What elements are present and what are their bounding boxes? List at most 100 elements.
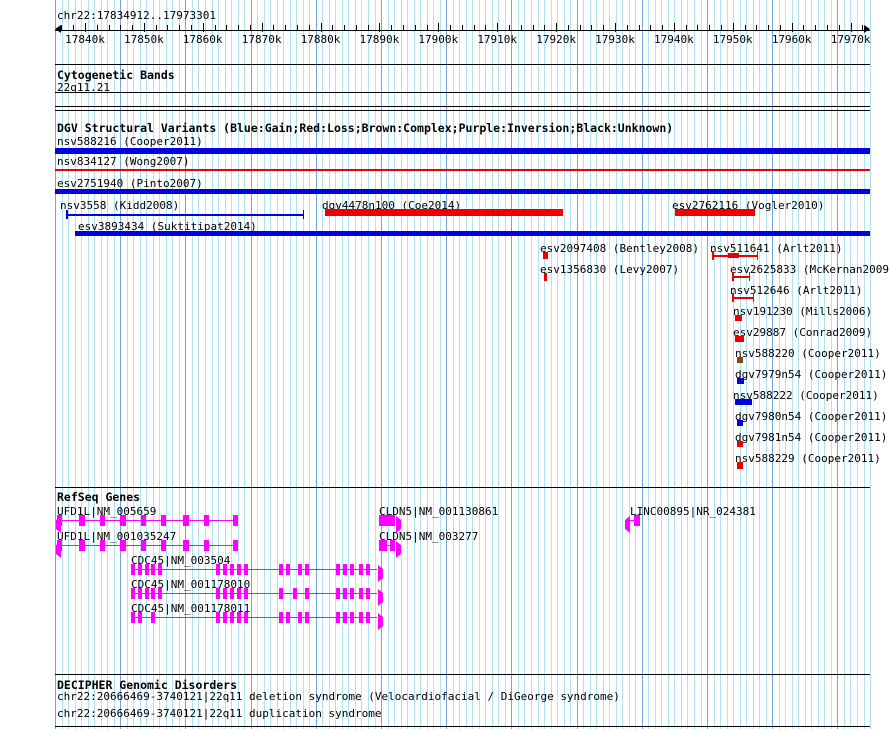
dgv-variant-label[interactable]: dgv7980n54 (Cooper2011) <box>735 410 888 423</box>
refseq-gene-model[interactable] <box>379 514 401 533</box>
dgv-span-cap-right <box>752 293 754 302</box>
dgv-variant-bar[interactable] <box>737 357 743 363</box>
dgv-variant-label[interactable]: nsv191230 (Mills2006) <box>733 305 873 318</box>
dgv-span-cap-right <box>756 251 758 260</box>
refseq-gene-label[interactable]: CDC45|NM_003504 <box>131 554 231 567</box>
ruler-minor-tick <box>579 25 581 31</box>
divider-top-cytogenetic <box>55 64 870 65</box>
cytogenetic-band-label[interactable]: 22q11.21 <box>57 81 110 94</box>
ruler-minor-tick <box>473 25 475 31</box>
ruler-minor-tick <box>179 25 181 31</box>
gene-exon <box>343 588 347 599</box>
dgv-variant-bar[interactable] <box>55 148 870 154</box>
dgv-variant-bar[interactable] <box>735 315 742 321</box>
dgv-variant-label[interactable]: dgv7979n54 (Cooper2011) <box>735 368 888 381</box>
refseq-gene-label[interactable]: CLDN5|NM_001130861 <box>379 505 499 518</box>
decipher-entry-label[interactable]: chr22:20666469-3740121|22q11 deletion sy… <box>57 690 620 703</box>
gene-intron-line <box>57 545 238 546</box>
ruler-tick-label: 17960k <box>771 33 812 46</box>
refseq-gene-model[interactable] <box>131 563 383 582</box>
gene-intron-line <box>131 593 377 594</box>
gene-exon <box>305 564 309 575</box>
dgv-variant-label[interactable]: esv2097408 (Bentley2008) <box>540 242 699 255</box>
gene-strand-left-arrow-icon <box>51 516 61 533</box>
dgv-variant-bar[interactable] <box>737 378 744 384</box>
ruler-major-tick <box>261 23 263 32</box>
refseq-gene-label[interactable]: CLDN5|NM_003277 <box>379 530 479 543</box>
refseq-gene-label[interactable]: UFD1L|NM_005659 <box>57 505 157 518</box>
dgv-variant-label[interactable]: esv1356830 (Levy2007) <box>540 263 680 276</box>
dgv-variant-bar[interactable] <box>543 252 548 259</box>
ruler-major-tick <box>202 23 204 32</box>
gene-exon <box>204 540 209 551</box>
gene-strand-left-arrow-icon <box>620 516 630 533</box>
dgv-variant-label[interactable]: dgv4478n100 (Coe2014) <box>322 199 462 212</box>
ruler-tick-label: 17850k <box>124 33 164 46</box>
dgv-variant-label[interactable]: nsv588216 (Cooper2011) <box>57 135 203 148</box>
dgv-variant-label[interactable]: esv29887 (Conrad2009) <box>733 326 873 339</box>
gene-exon <box>233 515 238 526</box>
genomic-ruler[interactable]: chr22:17834912..17973301 17840k 17850k 178… <box>0 0 890 52</box>
dgv-variant-bar[interactable] <box>675 209 755 216</box>
ruler-major-tick <box>556 23 558 32</box>
ruler-minor-tick <box>120 25 122 31</box>
ruler-minor-tick <box>285 25 287 31</box>
refseq-gene-model[interactable] <box>379 539 401 558</box>
refseq-gene-model[interactable] <box>56 539 238 558</box>
dgv-variant-label[interactable]: esv2625833 (McKernan2009) <box>730 263 890 276</box>
refseq-gene-model[interactable] <box>625 514 640 533</box>
gene-exon <box>336 564 340 575</box>
ruler-minor-tick <box>167 25 169 31</box>
gene-exon <box>350 588 354 599</box>
dgv-variant-bar[interactable] <box>75 231 870 236</box>
dgv-variant-bar[interactable] <box>737 462 743 469</box>
dgv-variant-label[interactable]: nsv512646 (Arlt2011) <box>730 284 863 297</box>
dgv-variant-bar[interactable] <box>325 209 563 216</box>
dgv-variant-span[interactable] <box>732 293 754 302</box>
ruler-minor-tick <box>768 25 770 31</box>
refseq-gene-label[interactable]: CDC45|NM_001178010 <box>131 578 251 591</box>
refseq-section-title: RefSeq Genes <box>57 490 141 504</box>
dgv-variant-label[interactable]: nsv3558 (Kidd2008) <box>60 199 180 212</box>
dgv-variant-span[interactable] <box>732 272 750 281</box>
dgv-variant-span[interactable] <box>712 251 758 260</box>
gene-exon <box>151 588 155 599</box>
refseq-gene-label[interactable]: LINC00895|NR_024381 <box>630 505 756 518</box>
dgv-variant-label[interactable]: dgv7981n54 (Cooper2011) <box>735 431 888 444</box>
dgv-variant-bar[interactable] <box>735 399 752 405</box>
dgv-variant-bar[interactable] <box>55 169 870 171</box>
gene-intron-line <box>131 569 377 570</box>
refseq-gene-label[interactable]: UFD1L|NM_001035247 <box>57 530 177 543</box>
gene-exon <box>233 540 238 551</box>
ruler-minor-tick <box>803 25 805 31</box>
gene-exon <box>634 515 640 526</box>
dgv-variant-bar[interactable] <box>735 336 744 342</box>
dgv-variant-label[interactable]: nsv588222 (Cooper2011) <box>733 389 879 402</box>
refseq-gene-model[interactable] <box>131 611 383 630</box>
gene-exon <box>138 588 142 599</box>
gene-exon <box>223 564 227 575</box>
decipher-entry-label[interactable]: chr22:20666469-3740121|22q11 duplication… <box>57 707 382 720</box>
dgv-variant-label[interactable]: nsv588220 (Cooper2011) <box>735 347 881 360</box>
dgv-variant-bar[interactable] <box>737 441 743 447</box>
dgv-variant-label[interactable]: nsv588229 (Cooper2011) <box>735 452 881 465</box>
refseq-gene-model[interactable] <box>131 587 383 606</box>
dgv-span-cap-left <box>732 272 734 281</box>
dgv-variant-label[interactable]: esv3893434 (Suktitipat2014) <box>78 220 257 233</box>
gene-exon <box>223 612 227 623</box>
refseq-gene-label[interactable]: CDC45|NM_001178011 <box>131 602 251 615</box>
ruler-minor-tick <box>308 25 310 31</box>
dgv-variant-bar[interactable] <box>55 189 870 194</box>
gene-exon <box>230 612 234 623</box>
gene-exon <box>151 564 155 575</box>
dgv-variant-label[interactable]: nsv511641 (Arlt2011) <box>710 242 843 255</box>
gene-exon <box>151 612 155 623</box>
dgv-variant-label[interactable]: nsv834127 (Wong2007) <box>57 155 190 168</box>
ruler-minor-tick <box>544 25 546 31</box>
dgv-variant-label[interactable]: esv2762116 (Vogler2010) <box>672 199 825 212</box>
dgv-variant-bar[interactable] <box>737 420 743 426</box>
dgv-variant-span[interactable] <box>66 210 304 219</box>
refseq-gene-model[interactable] <box>56 514 238 533</box>
dgv-variant-bar[interactable] <box>544 273 547 281</box>
dgv-variant-label[interactable]: esv2751940 (Pinto2007) <box>57 177 203 190</box>
